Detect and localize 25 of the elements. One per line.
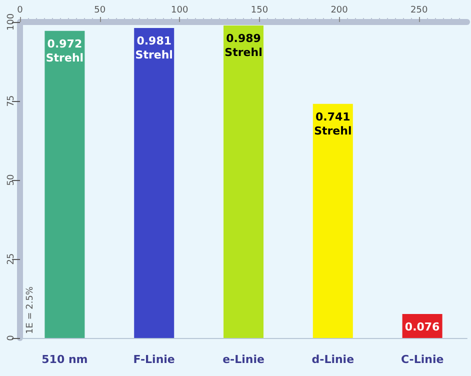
x2-tick-label: 250 — [410, 6, 428, 16]
data-label: 0.981 Strehl — [135, 34, 173, 62]
x2-tick-label: 200 — [330, 6, 348, 16]
x-tick-label: 510 nm — [42, 353, 88, 366]
data-label: 0.972 Strehl — [46, 37, 84, 64]
data-label: 0.741 Strehl — [314, 110, 352, 138]
annotation: 1E = 2.5% — [26, 286, 36, 334]
x2-tick-label: 50 — [94, 6, 106, 16]
data-label: 0.076 — [404, 320, 440, 334]
x2-tick-label: 0 — [17, 6, 24, 16]
x-tick-label: C-Linie — [400, 353, 444, 366]
bar — [134, 28, 174, 338]
data-label: 0.989 Strehl — [224, 32, 262, 59]
bar — [44, 30, 85, 338]
x-tick-label: F-Linie — [133, 353, 175, 366]
bar — [224, 25, 264, 338]
x2-tick-label: 100 — [171, 6, 188, 16]
y2-tick-label: 75 — [6, 95, 16, 107]
y2-tick-label: 100 — [6, 13, 16, 31]
x-tick-label: d-Linie — [312, 353, 354, 366]
x2-tick-label: 150 — [250, 6, 268, 16]
bar — [312, 104, 353, 338]
y2-tick-label: 50 — [6, 174, 16, 186]
y2-tick-label: 25 — [6, 253, 16, 265]
x-tick-label: e-Linie — [222, 353, 264, 366]
